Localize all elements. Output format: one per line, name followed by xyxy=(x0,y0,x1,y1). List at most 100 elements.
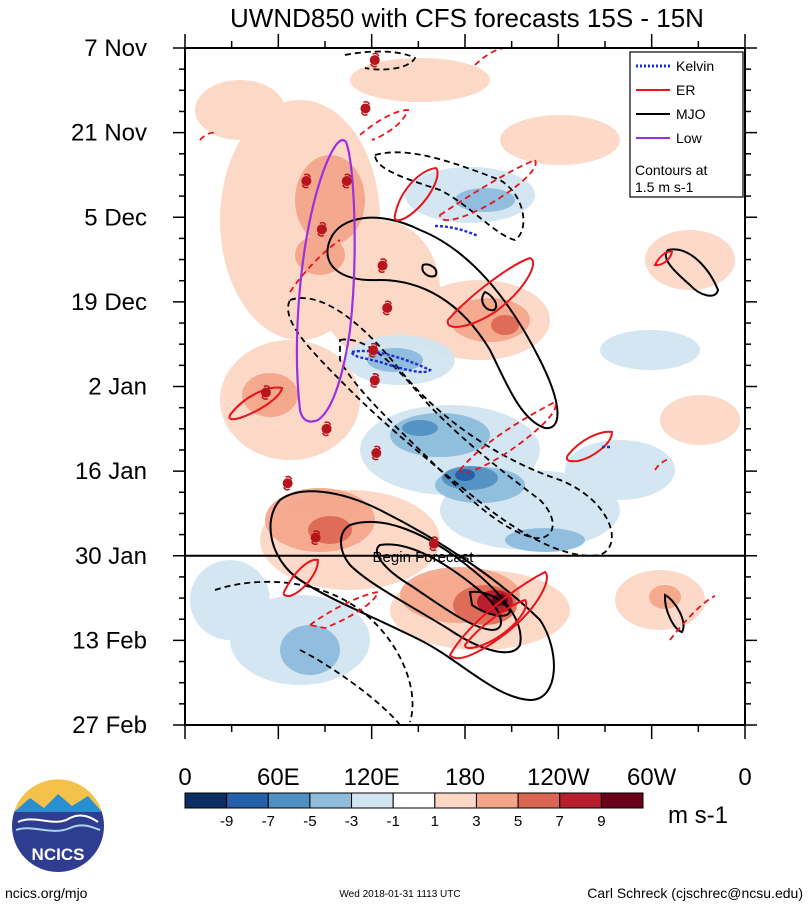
storm-marker-dot xyxy=(371,447,382,458)
storm-marker-swirl xyxy=(321,421,332,437)
storm-marker-swirl xyxy=(301,173,312,189)
y-tick-label: 21 Nov xyxy=(71,120,147,147)
storm-marker-dot xyxy=(321,423,332,434)
y-tick-label: 5 Dec xyxy=(84,204,147,231)
legend-label-kelvin: Kelvin xyxy=(676,58,714,74)
anomaly-field: Begin Forecast xyxy=(185,48,745,725)
storm-marker-dot xyxy=(377,260,388,271)
legend-box xyxy=(629,51,744,198)
colorbar-swatch xyxy=(184,792,228,809)
footer-timestamp: Wed 2018-01-31 1113 UTC xyxy=(339,889,460,900)
er-contours xyxy=(228,166,674,660)
colorbar-tick-label: 3 xyxy=(472,813,480,830)
ncics-logo: NCICS xyxy=(12,779,104,872)
storm-marker xyxy=(301,173,312,189)
legend-note-line1: Contours at xyxy=(635,162,707,178)
colorbar-swatch xyxy=(600,792,644,809)
storm-marker xyxy=(368,342,379,358)
storm-marker xyxy=(260,385,271,400)
colorbar-tick-label: -9 xyxy=(220,813,233,830)
storm-marker xyxy=(310,530,321,546)
storm-marker-swirl xyxy=(429,536,439,552)
colorbar-swatch xyxy=(392,792,436,809)
storm-marker-swirl xyxy=(370,52,380,68)
storm-marker xyxy=(321,421,332,437)
storm-marker xyxy=(377,258,388,274)
storm-marker-swirl xyxy=(317,221,327,237)
footer-author: Carl Schreck (cjschrec@ncsu.edu) xyxy=(587,885,803,901)
colorbar-swatch xyxy=(434,792,477,809)
legend-note-line2: 1.5 m s-1 xyxy=(635,179,694,195)
storm-marker-swirl xyxy=(368,342,378,358)
storm-marker-dot xyxy=(368,345,379,356)
colorbar-swatch xyxy=(351,792,394,809)
x-tick-label: 120E xyxy=(344,764,400,791)
storm-marker-swirl xyxy=(370,373,380,388)
x-tick-label: 180 xyxy=(445,764,485,791)
colorbar-tick-label: 9 xyxy=(597,813,605,830)
colorbar-tick-label: -3 xyxy=(345,813,358,830)
storm-marker-dot xyxy=(360,103,371,114)
y-tick-label: 13 Feb xyxy=(72,627,147,654)
forecast-start-label: Begin Forecast xyxy=(373,549,475,566)
storm-marker-dot xyxy=(382,302,393,313)
legend: Kelvin ER MJO Low Contours at 1.5 m s-1 xyxy=(629,51,744,198)
storm-marker-dot xyxy=(341,175,352,186)
storm-marker xyxy=(360,101,371,116)
footer-site: ncics.org/mjo xyxy=(5,885,88,901)
colorbar-swatch xyxy=(226,792,269,809)
y-tick-label: 19 Dec xyxy=(71,289,147,316)
storm-marker-dot xyxy=(301,175,312,186)
y-axis: 7 Nov 21 Nov 5 Dec 19 Dec 2 Jan 16 Jan 30 Jan 1… xyxy=(71,35,757,739)
storm-marker xyxy=(371,445,382,461)
chart-title: UWND850 with CFS forecasts 15S - 15N xyxy=(230,3,704,33)
x-axis: 0 60E 120E 180 120W 60W 0 xyxy=(178,34,752,791)
storm-markers xyxy=(260,52,439,552)
colorbar-tick-label: -1 xyxy=(387,813,400,830)
storm-marker-swirl xyxy=(371,445,382,461)
x-tick-label: 0 xyxy=(178,764,191,791)
storm-marker-dot xyxy=(260,387,271,398)
storm-marker xyxy=(382,300,393,316)
kelvin-contours xyxy=(350,224,610,449)
storm-marker-swirl xyxy=(382,300,392,316)
colorbar-tick-label: -7 xyxy=(262,813,275,830)
x-tick-label: 120W xyxy=(527,764,590,791)
y-tick-label: 16 Jan xyxy=(75,458,147,485)
colorbar-tick-label: 5 xyxy=(514,813,522,830)
storm-marker xyxy=(369,52,380,68)
colorbar-tick-label: 7 xyxy=(556,813,564,830)
storm-marker-dot xyxy=(369,375,380,386)
storm-marker-swirl xyxy=(342,173,352,189)
legend-label-er: ER xyxy=(676,82,695,98)
storm-marker-dot xyxy=(369,55,380,66)
logo-text: NCICS xyxy=(32,845,85,864)
storm-marker-swirl xyxy=(360,101,371,116)
storm-marker xyxy=(282,475,293,491)
y-tick-label: 30 Jan xyxy=(75,543,147,570)
colorbar-unit: m s-1 xyxy=(668,802,728,829)
storm-marker xyxy=(369,373,380,388)
y-tick-label: 27 Feb xyxy=(72,712,147,739)
colorbar-swatch xyxy=(517,792,561,809)
x-tick-label: 60E xyxy=(257,764,300,791)
legend-label-mjo: MJO xyxy=(676,106,706,122)
y-tick-label: 7 Nov xyxy=(84,35,147,62)
colorbar-swatch xyxy=(267,792,311,809)
colorbar-swatch xyxy=(559,792,602,809)
legend-label-low: Low xyxy=(676,130,703,146)
colorbar-swatch xyxy=(475,792,519,809)
storm-marker-swirl xyxy=(261,385,271,400)
er-dashed-contours xyxy=(199,48,716,641)
storm-marker-swirl xyxy=(377,258,388,274)
storm-marker xyxy=(341,173,352,189)
storm-marker-dot xyxy=(316,224,327,235)
storm-marker-dot xyxy=(428,538,439,549)
x-tick-label: 0 xyxy=(738,764,751,791)
low-contour xyxy=(295,139,356,423)
storm-marker-swirl xyxy=(310,530,321,546)
storm-marker-dot xyxy=(282,478,293,489)
storm-marker xyxy=(428,536,439,552)
storm-marker-dot xyxy=(310,532,321,543)
